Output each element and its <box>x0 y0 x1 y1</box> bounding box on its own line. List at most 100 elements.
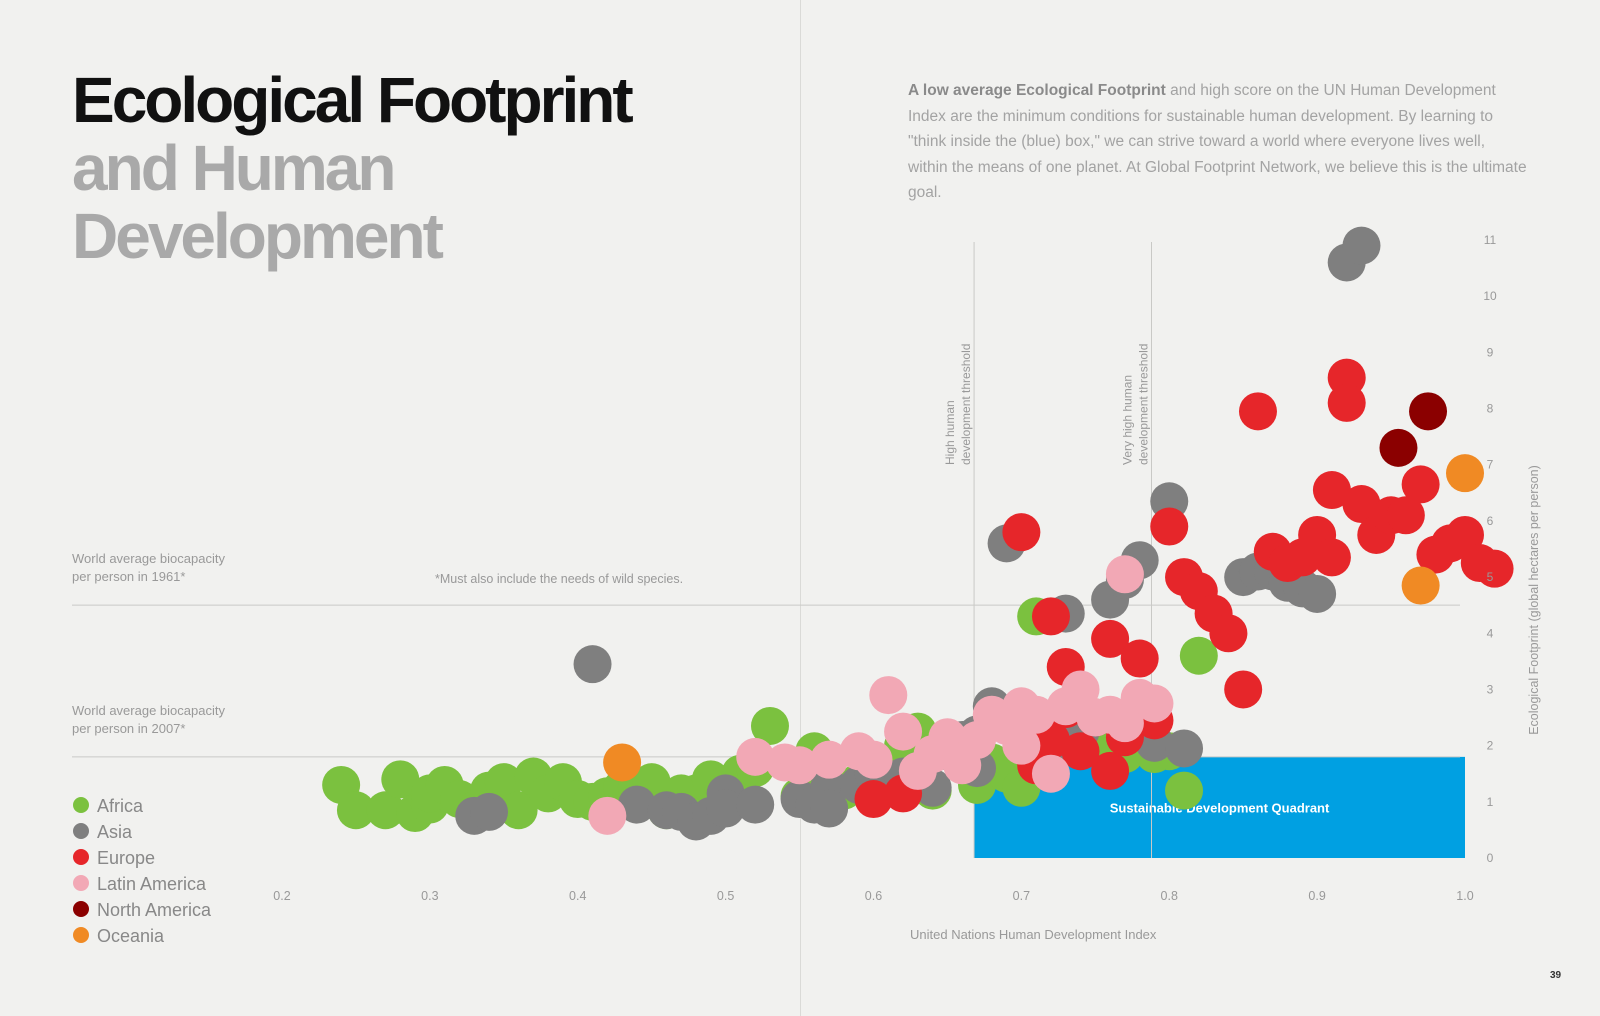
point-africa-54 <box>1179 636 1218 675</box>
y-axis-label: Ecological Footprint (global hectares pe… <box>1527 465 1541 735</box>
point-latin-america-2 <box>736 737 775 776</box>
point-latin-america-7 <box>854 740 893 779</box>
point-africa-30 <box>750 706 789 745</box>
intro-body: and high score on the UN Human Developme… <box>908 82 1527 201</box>
point-asia-44 <box>1298 574 1337 613</box>
point-europe-35 <box>1401 465 1440 504</box>
x-tick-0.3: 0.3 <box>421 889 438 903</box>
point-europe-3 <box>1002 513 1041 552</box>
legend-dot-north-america <box>73 901 89 917</box>
threshold-label-line2-1: development threshold <box>959 344 973 465</box>
page-spine <box>800 0 801 1016</box>
point-africa-4 <box>381 760 420 799</box>
x-axis-label: United Nations Human Development Index <box>910 927 1157 942</box>
point-europe-27 <box>1312 471 1351 510</box>
quadrant-label: Sustainable Development Quadrant <box>1110 800 1330 815</box>
point-africa-12 <box>484 763 523 802</box>
point-latin-america-20 <box>1031 754 1070 793</box>
point-europe-22 <box>1238 392 1277 431</box>
point-latin-america-22 <box>1061 670 1100 709</box>
legend-label-latin-america: Latin America <box>97 874 207 894</box>
point-europe-14 <box>1120 639 1159 678</box>
x-tick-0.5: 0.5 <box>717 889 734 903</box>
point-europe-21 <box>1224 670 1263 709</box>
legend-label-europe: Europe <box>97 848 155 868</box>
point-europe-11 <box>1091 619 1130 658</box>
y-tick-0: 0 <box>1487 851 1494 865</box>
y-tick-4: 4 <box>1487 626 1494 640</box>
point-europe-40 <box>1475 549 1514 588</box>
legend-dot-latin-america <box>73 875 89 891</box>
point-europe-28 <box>1312 538 1351 577</box>
threshold-label-2: Very high human development threshold <box>1121 344 1151 465</box>
y-tick-8: 8 <box>1487 402 1494 416</box>
point-asia-38 <box>1165 729 1204 768</box>
point-europe-1 <box>854 780 893 819</box>
point-latin-america-4 <box>780 746 819 785</box>
legend-label-asia: Asia <box>97 822 133 842</box>
point-africa-3 <box>366 791 405 830</box>
legend-label-africa: Africa <box>97 796 144 816</box>
threshold-label-line1-1: High human <box>943 400 957 465</box>
intro-paragraph: A low average Ecological Footprint and h… <box>908 78 1528 206</box>
biocapacity-label-line1-2: World average biocapacity <box>72 703 225 718</box>
point-asia-10 <box>706 789 745 828</box>
legend-dot-oceania <box>73 927 89 943</box>
point-latin-america-19 <box>1017 695 1056 734</box>
legend-dot-asia <box>73 823 89 839</box>
point-latin-america-18 <box>1002 726 1041 765</box>
point-europe-20 <box>1209 614 1248 653</box>
y-tick-1: 1 <box>1487 795 1494 809</box>
point-latin-america-26 <box>1105 555 1144 594</box>
point-africa-13 <box>499 791 538 830</box>
point-latin-america-9 <box>884 712 923 751</box>
x-tick-0.6: 0.6 <box>865 889 882 903</box>
point-north-america-2 <box>1409 392 1448 431</box>
x-tick-0.2: 0.2 <box>273 889 290 903</box>
y-tick-9: 9 <box>1487 345 1494 359</box>
point-north-america-1 <box>1379 428 1418 467</box>
point-latin-america-1 <box>588 796 627 835</box>
y-tick-6: 6 <box>1487 514 1494 528</box>
page-title: Ecological Footprint and Human Developme… <box>72 64 634 272</box>
title-line-3: Development <box>72 200 444 272</box>
y-tick-5: 5 <box>1487 570 1494 584</box>
point-asia-15 <box>810 789 849 828</box>
threshold-label-line1-2: Very high human <box>1121 375 1135 465</box>
x-tick-0.9: 0.9 <box>1308 889 1325 903</box>
point-europe-16 <box>1150 507 1189 546</box>
legend-dot-africa <box>73 797 89 813</box>
biocapacity-label-line2-2: per person in 2007* <box>72 721 185 736</box>
point-africa-53 <box>1165 771 1204 810</box>
legend-label-north-america: North America <box>97 900 212 920</box>
point-europe-30 <box>1327 383 1366 422</box>
title-line-2: and Human <box>72 132 396 204</box>
point-europe-9 <box>1061 732 1100 771</box>
point-europe-34 <box>1386 496 1425 535</box>
point-latin-america-8 <box>869 676 908 715</box>
point-latin-america-5 <box>810 740 849 779</box>
biocapacity-label-line1-1: World average biocapacity <box>72 551 225 566</box>
point-europe-12 <box>1091 751 1130 790</box>
legend-dot-europe <box>73 849 89 865</box>
x-tick-0.7: 0.7 <box>1013 889 1030 903</box>
page-number: 39 <box>1550 970 1562 981</box>
point-asia-2 <box>470 792 509 831</box>
title-line-1: Ecological Footprint <box>72 64 634 136</box>
point-asia-46 <box>1342 226 1381 265</box>
y-tick-11: 11 <box>1484 233 1497 247</box>
point-oceania-3 <box>1446 454 1484 493</box>
y-tick-2: 2 <box>1487 739 1494 753</box>
point-europe-6 <box>1031 597 1070 636</box>
legend-label-oceania: Oceania <box>97 926 165 946</box>
point-asia-4 <box>617 785 656 824</box>
x-tick-1.0: 1.0 <box>1456 889 1473 903</box>
point-europe-38 <box>1446 515 1484 554</box>
point-oceania-1 <box>603 743 642 782</box>
threshold-label-line2-2: development threshold <box>1137 344 1151 465</box>
point-oceania-2 <box>1401 566 1440 605</box>
intro-lead: A low average Ecological Footprint <box>908 82 1166 99</box>
y-axis-label-group: Ecological Footprint (global hectares pe… <box>1527 465 1541 735</box>
y-tick-3: 3 <box>1487 682 1494 696</box>
point-latin-america-12 <box>928 718 967 757</box>
